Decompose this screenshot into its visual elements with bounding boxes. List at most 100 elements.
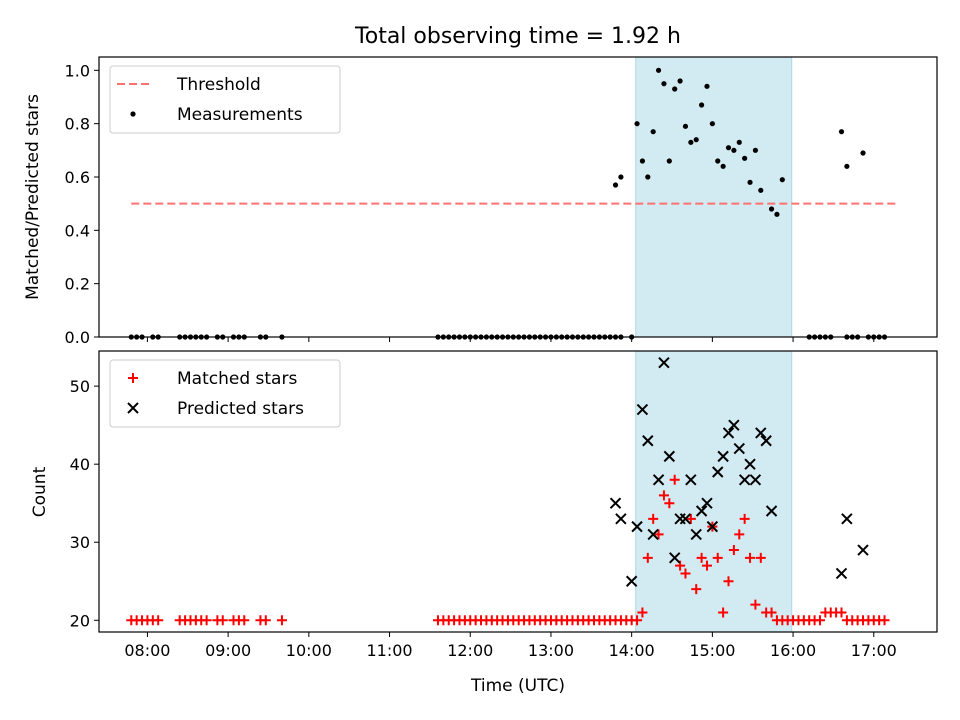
matched-star-point	[680, 568, 691, 579]
matched-star-point	[276, 615, 287, 626]
x-tick-label: 08:00	[124, 641, 170, 660]
predicted-star-point	[835, 567, 848, 580]
legend-measurement-swatch	[130, 111, 136, 117]
matched-star-point	[669, 474, 680, 485]
predicted-star-point	[631, 520, 643, 533]
matched-star-point	[685, 513, 696, 524]
matched-star-point	[814, 615, 825, 626]
matched-star-point	[879, 615, 890, 626]
predicted-star-point	[658, 357, 670, 369]
predicted-star-point	[841, 513, 853, 525]
matched-star-point	[739, 513, 750, 524]
measurement-point	[736, 139, 742, 145]
predicted-star-point	[652, 474, 665, 486]
legend-entry-label: Threshold	[176, 75, 261, 95]
matched-star-point	[658, 490, 669, 501]
x-tick-label: 13:00	[528, 641, 574, 660]
predicted-star-point	[765, 505, 778, 517]
predicted-star-point	[706, 520, 719, 533]
matched-star-point	[201, 615, 212, 626]
measurement-point	[661, 81, 667, 87]
count-y-axis-label: Count	[30, 466, 50, 517]
matched-star-point	[734, 529, 745, 540]
measurement-point	[693, 137, 699, 143]
legend-matched-swatch	[128, 373, 138, 383]
x-tick-label: 11:00	[366, 641, 412, 660]
y-tick-label: 30	[70, 533, 90, 552]
legend-predicted-swatch	[127, 402, 139, 414]
predicted-star-point	[609, 497, 622, 509]
predicted-star-point	[701, 497, 713, 509]
matched-star-point	[696, 552, 707, 563]
predicted-star-point	[744, 458, 756, 470]
observing-window-span	[635, 350, 793, 633]
predicted-star-point	[625, 575, 638, 587]
x-tick-label: 12:00	[447, 641, 493, 660]
measurement-point	[742, 155, 748, 161]
predicted-star-point	[690, 528, 702, 541]
matched-star-point	[701, 560, 712, 571]
predicted-star-point	[615, 513, 627, 525]
legend-entry-label: Matched stars	[177, 369, 297, 389]
axes-frame	[98, 56, 938, 338]
predicted-star-point	[722, 427, 735, 439]
measurement-point	[844, 163, 850, 169]
legend-box	[109, 359, 341, 428]
y-tick-label: 0.8	[65, 115, 90, 134]
x-tick-label: 16:00	[770, 641, 816, 660]
matched-star-point	[728, 545, 739, 556]
predicted-star-point	[728, 419, 740, 431]
y-tick-label: 0.4	[65, 221, 90, 240]
predicted-star-point	[755, 427, 767, 439]
y-tick-label: 1.0	[65, 61, 90, 80]
matched-star-point	[723, 576, 734, 587]
ratio-y-axis-label: Matched/Predicted stars	[23, 94, 43, 300]
y-tick-label: 0.0	[65, 328, 90, 347]
ratio-panel: 0.0 0.2 0.4 0.6 0.8 1.0 Threshold Measurements	[65, 56, 938, 347]
measurement-point	[747, 179, 753, 185]
measurement-point	[720, 163, 726, 169]
matched-star-point	[718, 607, 729, 618]
measurement-point	[682, 123, 689, 129]
predicted-star-point	[738, 474, 751, 486]
measurement-point	[612, 182, 619, 188]
x-tick-label: 15:00	[689, 641, 735, 660]
measurement-point	[709, 121, 715, 127]
observing-window-span	[635, 56, 793, 338]
measurement-point	[699, 102, 705, 108]
x-axis-label: Time (UTC)	[470, 676, 565, 696]
measurement-point	[634, 121, 640, 127]
y-tick-label: 20	[70, 611, 90, 630]
measurement-point	[779, 177, 785, 183]
predicted-star-point	[733, 442, 745, 455]
measurement-point	[768, 206, 775, 212]
measurement-point	[655, 67, 662, 73]
count-panel: 20 30 40 50 08:00 09:00 10:00 11:00 12:00 13:00 14…	[70, 350, 938, 660]
measurement-point	[618, 174, 624, 180]
matched-star-point	[836, 607, 847, 618]
predicted-star-point	[679, 513, 692, 525]
matched-star-point	[712, 552, 723, 563]
matched-star-point	[260, 615, 271, 626]
predicted-star-point	[647, 528, 659, 541]
measurement-point	[715, 158, 721, 164]
y-tick-label: 0.2	[65, 275, 90, 294]
chart-title: Total observing time = 1.92 h	[354, 24, 681, 49]
predicted-star-point	[760, 435, 772, 447]
measurement-point	[752, 147, 759, 153]
measurement-point	[639, 158, 646, 164]
measurement-point	[677, 78, 683, 84]
y-tick-label: 50	[70, 377, 90, 396]
legend-entry-label: Measurements	[177, 105, 303, 125]
measurement-point	[731, 147, 737, 153]
measurement-point	[704, 83, 710, 89]
y-tick-label: 40	[70, 455, 90, 474]
predicted-star-point	[717, 450, 729, 463]
predicted-star-point	[857, 544, 869, 556]
matched-star-point	[745, 552, 756, 563]
x-tick-label: 10:00	[286, 641, 332, 660]
measurement-point	[838, 129, 845, 135]
predicted-star-point	[663, 450, 676, 463]
predicted-star-point	[749, 474, 762, 486]
